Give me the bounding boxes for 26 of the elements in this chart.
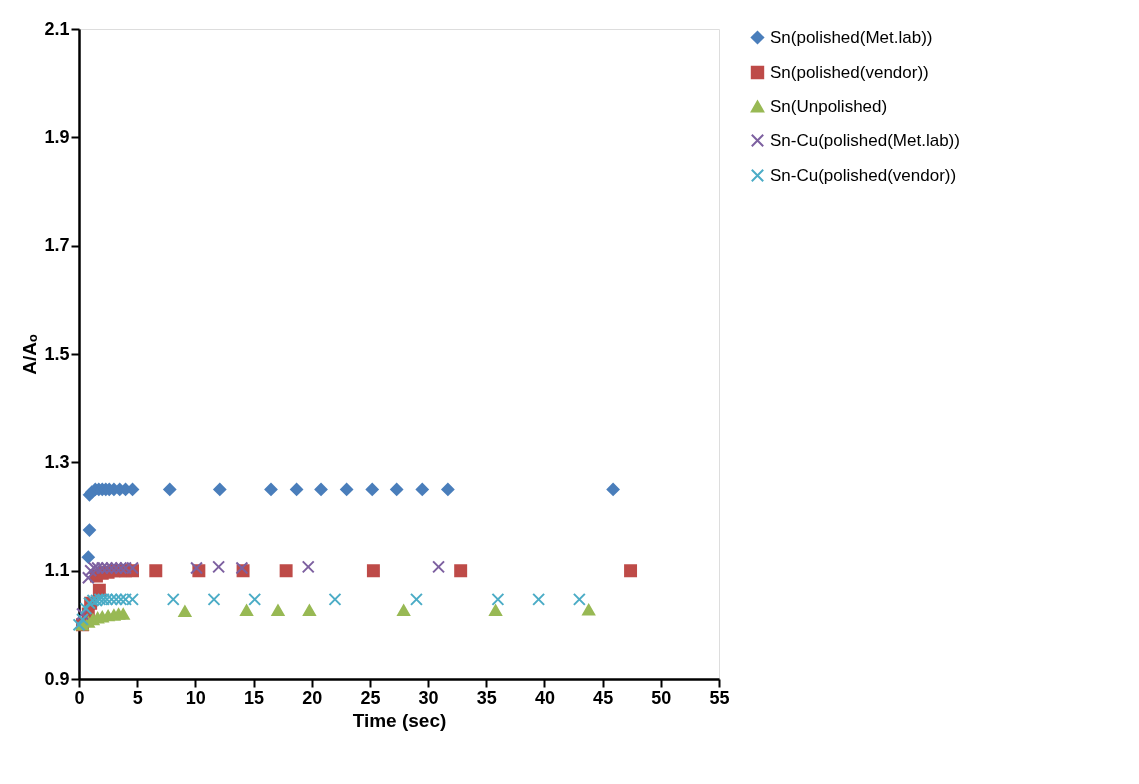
y-tick-label: 0.9 — [44, 668, 70, 689]
x-tick-label: 50 — [651, 687, 672, 708]
y-tick-label: 1.7 — [44, 235, 70, 256]
y-tick-label: 1.1 — [44, 560, 70, 581]
x-tick-label: 15 — [244, 687, 265, 708]
legend-label: Sn(Unpolished) — [770, 96, 888, 116]
legend-label: Sn(polished(Met.lab)) — [770, 27, 933, 47]
y-tick-label: 1.3 — [44, 451, 70, 472]
legend-label: Sn-Cu(polished(Met.lab)) — [770, 130, 960, 150]
x-tick-label: 30 — [418, 687, 439, 708]
x-tick-label: 45 — [593, 687, 614, 708]
x-tick-label: 35 — [476, 687, 497, 708]
y-tick-label: 1.5 — [44, 343, 70, 364]
y-tick-label: 1.9 — [44, 126, 70, 147]
x-axis-title: Time (sec) — [352, 709, 447, 731]
y-tick-label: 2.1 — [44, 18, 70, 39]
x-tick-label: 0 — [74, 687, 85, 708]
legend-label: Sn-Cu(polished(vendor)) — [770, 165, 957, 185]
x-tick-label: 40 — [534, 687, 555, 708]
x-tick-label: 25 — [360, 687, 381, 708]
legend-label: Sn(polished(vendor)) — [770, 62, 929, 82]
x-tick-label: 20 — [302, 687, 323, 708]
x-tick-label: 55 — [709, 687, 730, 708]
x-tick-label: 10 — [185, 687, 206, 708]
x-tick-label: 5 — [132, 687, 143, 708]
y-axis-title: A/Aₒ — [19, 334, 41, 375]
